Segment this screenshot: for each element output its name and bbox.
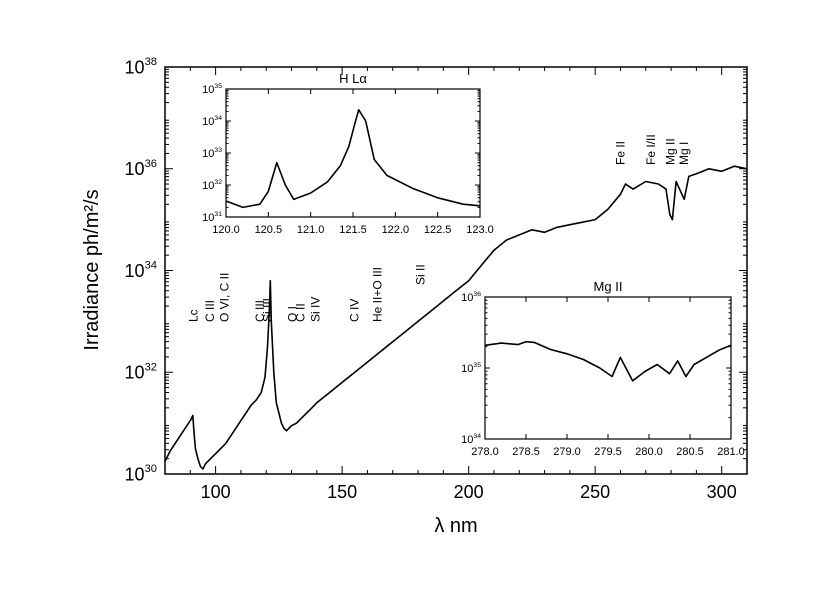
inset-mgii-frame bbox=[484, 296, 732, 440]
y-tick-label: 1030 bbox=[125, 463, 157, 484]
y-tick-label: 1031 bbox=[202, 211, 222, 224]
main-plot-frame bbox=[164, 66, 748, 475]
line-annotation: C II bbox=[293, 303, 307, 322]
line-annotation: Fe II bbox=[614, 141, 628, 165]
inset-lya-background bbox=[226, 89, 480, 217]
line-annotation: Fe I/II bbox=[644, 134, 658, 165]
line-annotation: C III bbox=[203, 300, 217, 322]
line-annotation: Si II bbox=[414, 264, 428, 285]
x-tick-label: 279.5 bbox=[594, 446, 622, 458]
inset-mg-ii: 278.0 278.5 279.0 279.5 280.0 280.5 281.0 1034… bbox=[461, 279, 745, 458]
series-line bbox=[225, 109, 481, 209]
inset-mgii-background bbox=[485, 297, 731, 439]
line-annotation: C IV bbox=[348, 299, 362, 322]
x-tick-label: 123.0 bbox=[466, 224, 494, 236]
y-tick-label: 1034 bbox=[202, 115, 222, 128]
series-line bbox=[484, 340, 732, 382]
x-tick-label: 250 bbox=[580, 482, 610, 502]
line-annotation: Mg I bbox=[677, 142, 691, 165]
y-tick-label: 1034 bbox=[125, 260, 157, 281]
x-tick-label: 120.5 bbox=[255, 224, 283, 236]
y-tick-label: 1035 bbox=[461, 362, 481, 375]
x-tick-label: 278.0 bbox=[471, 446, 499, 458]
y-tick-label: 1034 bbox=[461, 433, 481, 446]
series-line bbox=[164, 165, 748, 470]
main-x-axis: 100 150 200 250 300 bbox=[164, 67, 748, 502]
x-tick-label: 279.0 bbox=[553, 446, 581, 458]
line-annotation: Si III bbox=[261, 298, 275, 322]
inset-lya-frame bbox=[225, 88, 481, 218]
x-tick-label: 121.5 bbox=[339, 224, 367, 236]
inset-mgii-series bbox=[484, 340, 732, 382]
inset-lya-title: H Lα bbox=[339, 71, 367, 86]
line-annotation: Lc bbox=[186, 309, 200, 322]
x-tick-label: 100 bbox=[201, 482, 231, 502]
x-axis-label: λ nm bbox=[434, 515, 477, 537]
x-tick-label: 281.0 bbox=[717, 446, 745, 458]
y-tick-label: 1032 bbox=[202, 179, 222, 192]
x-tick-label: 122.0 bbox=[382, 224, 410, 236]
inset-lya-series bbox=[225, 109, 481, 209]
y-tick-label: 1033 bbox=[202, 147, 222, 160]
x-tick-label: 150 bbox=[327, 482, 357, 502]
inset-mgii-x-axis: 278.0 278.5 279.0 279.5 280.0 280.5 281.0 bbox=[471, 297, 745, 458]
x-tick-label: 120.0 bbox=[212, 224, 240, 236]
x-tick-label: 200 bbox=[454, 482, 484, 502]
inset-h-lyman-alpha: 120.0 120.5 121.0 121.5 122.0 122.5 123.0 1031… bbox=[202, 71, 494, 236]
x-tick-label: 278.5 bbox=[512, 446, 540, 458]
line-annotation: O VI, C II bbox=[218, 273, 232, 322]
line-annotation: C III bbox=[253, 300, 267, 322]
main-series bbox=[164, 165, 748, 470]
line-annotation: He II+O III bbox=[371, 267, 385, 322]
y-tick-label: 1035 bbox=[202, 83, 222, 96]
line-annotation: Si IV bbox=[309, 297, 323, 322]
y-axis-label: Irradiance ph/m²/s bbox=[81, 189, 103, 350]
y-tick-label: 1038 bbox=[125, 56, 157, 77]
line-annotation: Mg II bbox=[664, 138, 678, 165]
x-tick-label: 280.5 bbox=[676, 446, 704, 458]
y-tick-label: 1036 bbox=[461, 291, 481, 304]
x-tick-label: 280.0 bbox=[635, 446, 663, 458]
x-tick-label: 300 bbox=[707, 482, 737, 502]
line-annotation: O I bbox=[286, 306, 300, 322]
y-tick-label: 1036 bbox=[125, 158, 157, 179]
y-tick-label: 1032 bbox=[125, 361, 157, 382]
x-tick-label: 121.0 bbox=[297, 224, 325, 236]
x-tick-label: 122.5 bbox=[424, 224, 452, 236]
inset-mgii-title: Mg II bbox=[594, 279, 623, 294]
